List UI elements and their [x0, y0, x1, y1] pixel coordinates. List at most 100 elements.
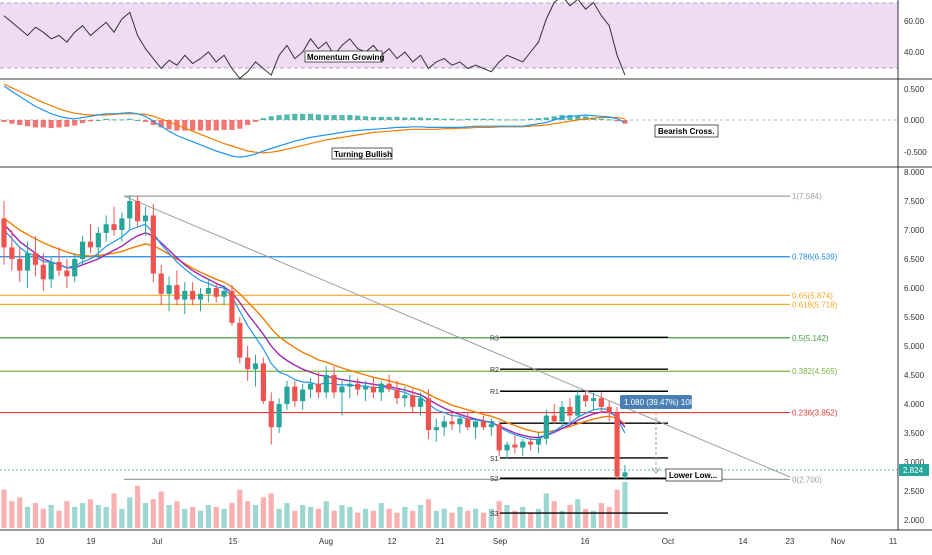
macd-histogram-bar	[590, 117, 597, 120]
candle-body	[598, 398, 604, 407]
ma-line	[3, 223, 626, 439]
candle-body	[433, 427, 439, 431]
macd-axis: 0.500 0.000 -0.500	[904, 85, 927, 157]
macd-histogram-bar	[87, 120, 94, 122]
candle-body	[386, 383, 392, 390]
macd-histogram-bar	[362, 116, 369, 120]
volume-bar	[606, 506, 612, 528]
volume-bar	[402, 506, 408, 528]
candle-body	[276, 404, 282, 428]
volume-bar	[307, 506, 314, 528]
time-tick-label: 19	[87, 537, 96, 546]
volume-bar	[362, 508, 369, 528]
price-tick-label: 3.000	[904, 458, 925, 467]
volume-bar	[174, 501, 180, 528]
volume-bar	[473, 508, 479, 528]
macd-tick-label: 0.000	[904, 116, 925, 125]
macd	[1, 83, 628, 158]
rsi-line	[3, 0, 626, 80]
macd-histogram-bar	[111, 119, 117, 121]
pivot-label: R1	[490, 389, 499, 396]
candle-body	[425, 398, 432, 431]
macd-histogram-bar	[190, 120, 196, 131]
macd-histogram-bar	[56, 120, 62, 128]
macd-histogram-bar	[260, 118, 266, 120]
candle-body	[339, 386, 345, 393]
volume-bar	[166, 505, 172, 528]
candle-body	[378, 383, 384, 393]
macd-histogram-bar	[441, 118, 447, 120]
macd-histogram-bar	[17, 120, 23, 125]
macd-histogram-bar	[614, 120, 620, 122]
volume-bar	[260, 497, 266, 528]
volume-bar	[300, 505, 306, 528]
volume-bar	[598, 503, 604, 528]
volume-bar	[72, 506, 78, 528]
candle-body	[300, 389, 306, 402]
candle-body	[347, 383, 353, 387]
measure-arrow-icon	[651, 467, 661, 474]
candle-body	[355, 383, 361, 390]
macd-histogram-bar	[473, 118, 479, 120]
time-tick-label: 23	[786, 537, 795, 546]
macd-histogram-bar	[284, 114, 290, 120]
turning-bullish-box	[331, 147, 393, 160]
pivot-label: S1	[490, 456, 499, 463]
macd-histogram-bar	[355, 115, 361, 120]
volume-bar	[457, 506, 463, 528]
volume-bar	[347, 506, 353, 528]
volume-bar	[394, 512, 400, 528]
volume-bar	[378, 503, 384, 528]
pivot-levels: R3R2R1PS1S2S3	[490, 335, 668, 518]
candle-body	[488, 424, 494, 428]
bearish-cross-annotation: Bearish Cross.	[658, 127, 714, 136]
candle-body	[119, 218, 125, 230]
fib-level-label: 0.618(5.718)	[792, 300, 838, 309]
volume-bar	[520, 506, 526, 528]
volume-bar	[9, 501, 15, 528]
candle-body	[370, 386, 377, 393]
macd-histogram-bar	[142, 120, 149, 122]
macd-histogram-bar	[158, 120, 164, 128]
volume-bar	[331, 510, 337, 528]
volume-bar	[496, 501, 502, 528]
volume-bar	[386, 508, 392, 528]
candle-body	[473, 421, 479, 428]
price-tick-label: 2.500	[904, 487, 925, 496]
candle-body	[402, 395, 408, 399]
candle-body	[48, 261, 54, 280]
price-tick-label: 3.500	[904, 429, 925, 438]
candle-body	[268, 401, 274, 428]
price-tick-label: 5.000	[904, 342, 925, 351]
macd-histogram-bar	[331, 115, 337, 120]
volume-bar	[449, 512, 455, 528]
candle-body	[504, 444, 510, 451]
macd-histogram-bar	[370, 116, 377, 120]
candle-body	[237, 322, 243, 358]
candle-body	[292, 386, 298, 402]
volume-bar	[410, 510, 416, 528]
current-price-label: 2.824	[903, 466, 924, 475]
candle-body	[559, 406, 565, 422]
volume-bar	[135, 485, 141, 528]
candle-body	[606, 406, 612, 413]
price-tick-label: 7.500	[904, 197, 925, 206]
volume-bar	[559, 510, 565, 528]
moving-averages	[3, 217, 626, 440]
volume-bar	[488, 508, 494, 528]
volume-bar	[355, 512, 361, 528]
lower-low-box	[665, 468, 723, 482]
volume-bar	[323, 501, 329, 528]
current-price-tag	[899, 464, 929, 476]
volume-bar	[127, 497, 133, 528]
volume-bars	[1, 482, 628, 528]
macd-histogram-bar	[213, 120, 219, 131]
candle-body	[410, 395, 416, 407]
volume-bar	[590, 510, 597, 528]
macd-histogram-bar	[394, 116, 400, 120]
time-tick-label: 15	[229, 537, 238, 546]
candle-body	[135, 201, 141, 222]
price-tick-label: 5.500	[904, 313, 925, 322]
fib-level-label: 0.236(3.852)	[792, 409, 838, 418]
